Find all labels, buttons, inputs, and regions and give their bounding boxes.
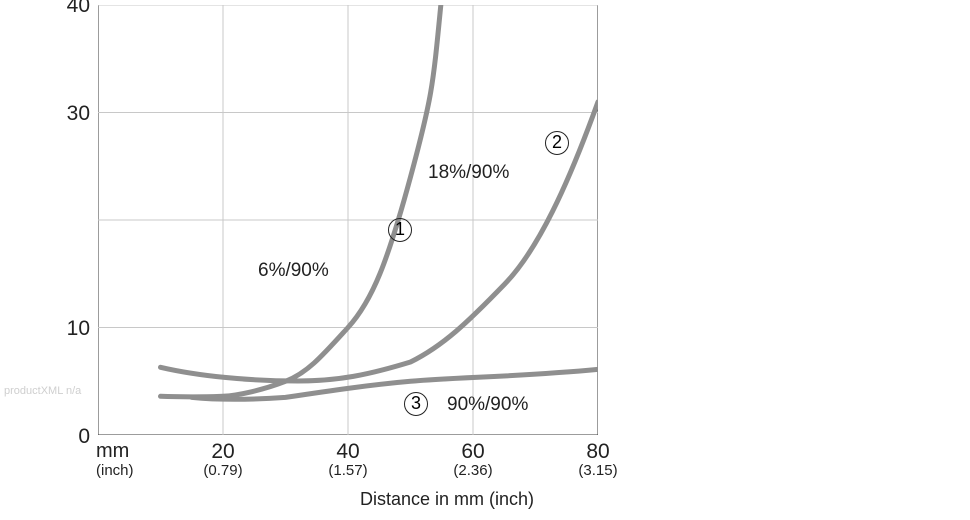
x-axis-title: Distance in mm (inch): [360, 490, 534, 510]
annotation-3: 90%/90%: [447, 394, 528, 416]
y-tick-0: 0: [0, 425, 90, 448]
x-tick-20: 20: [198, 440, 248, 463]
x-unit-inch: (inch): [96, 463, 134, 480]
chart-page: 40 30 10 0 20 40 60 80 (0.79) (1.57) (2.…: [0, 0, 970, 520]
curve-2: [161, 102, 599, 381]
annotation-2: 18%/90%: [428, 162, 509, 184]
x-tick-40: 40: [323, 440, 373, 463]
x-sub-40: (1.57): [318, 463, 378, 480]
x-sub-80: (3.15): [568, 463, 628, 480]
x-tick-60: 60: [448, 440, 498, 463]
curve-1: [161, 5, 442, 397]
y-tick-40: 40: [0, 0, 90, 17]
marker-1: 1: [388, 218, 412, 242]
watermark-text: productXML n/a: [4, 385, 81, 397]
marker-2: 2: [545, 131, 569, 155]
y-tick-30: 30: [0, 102, 90, 125]
marker-3: 3: [404, 392, 428, 416]
annotation-1: 6%/90%: [258, 260, 329, 282]
x-sub-20: (0.79): [193, 463, 253, 480]
x-tick-80: 80: [573, 440, 623, 463]
y-tick-10: 10: [0, 317, 90, 340]
curve-3: [192, 369, 598, 399]
plot-area: [98, 5, 598, 435]
x-unit-mm: mm: [96, 440, 129, 462]
x-sub-60: (2.36): [443, 463, 503, 480]
